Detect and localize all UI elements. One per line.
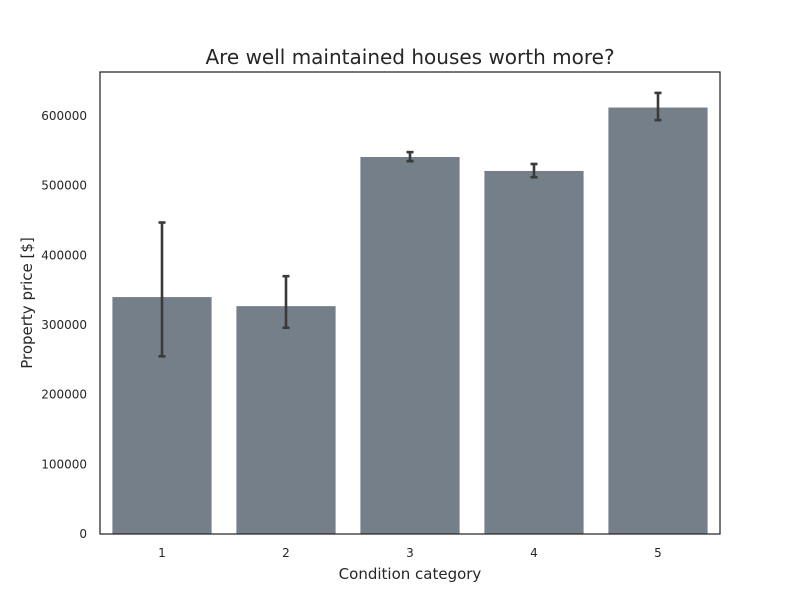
y-tick-label-300000: 300000 bbox=[41, 318, 87, 332]
x-tick-label-1: 1 bbox=[158, 546, 166, 560]
x-tick-label-2: 2 bbox=[282, 546, 290, 560]
bars-group bbox=[112, 107, 708, 535]
error-bar-1 bbox=[158, 221, 166, 358]
plot-frame bbox=[99, 71, 721, 535]
y-tick-label-400000: 400000 bbox=[41, 248, 87, 262]
x-axis-label: Condition category bbox=[339, 565, 482, 583]
y-tick-label-500000: 500000 bbox=[41, 179, 87, 193]
bar-3 bbox=[360, 157, 460, 534]
bar-5 bbox=[608, 107, 708, 535]
error-bar-2 bbox=[282, 274, 290, 330]
error-bar-4 bbox=[530, 162, 538, 179]
error-bar-5 bbox=[654, 91, 662, 122]
y-axis-label: Property price [$] bbox=[18, 237, 36, 369]
x-tick-label-4: 4 bbox=[530, 546, 538, 560]
y-tick-label-200000: 200000 bbox=[41, 388, 87, 402]
x-tick-label-5: 5 bbox=[654, 546, 662, 560]
y-tick-label-600000: 600000 bbox=[41, 109, 87, 123]
y-axis: 0 100000 200000 300000 400000 500000 600000 bbox=[41, 109, 87, 541]
error-bars-group bbox=[158, 91, 662, 358]
chart-title: Are well maintained houses worth more? bbox=[205, 45, 614, 69]
bar-4 bbox=[484, 170, 584, 534]
x-tick-label-3: 3 bbox=[406, 546, 414, 560]
y-tick-label-100000: 100000 bbox=[41, 457, 87, 471]
bar-2 bbox=[236, 306, 336, 534]
y-tick-label-0: 0 bbox=[79, 527, 87, 541]
x-axis: 1 2 3 4 5 bbox=[158, 546, 662, 560]
error-bar-3 bbox=[406, 150, 414, 163]
